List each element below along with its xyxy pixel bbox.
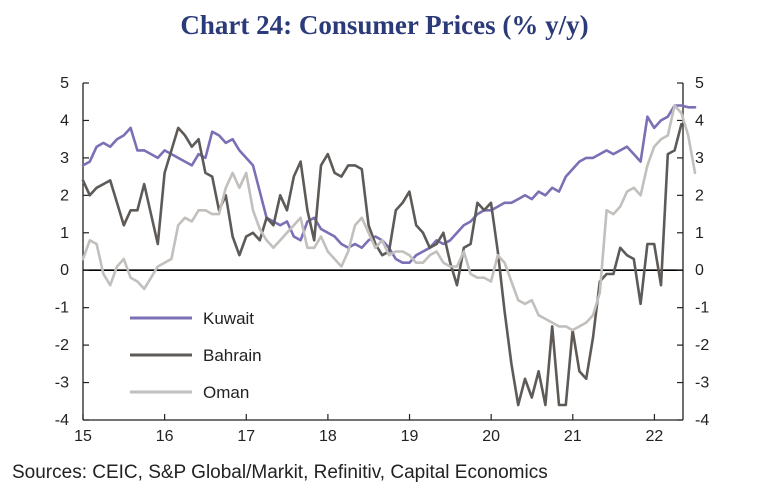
source-note: Sources: CEIC, S&P Global/Markit, Refini… [12, 462, 548, 483]
y-tick-label-right: -4 [695, 412, 709, 429]
series-lines [81, 104, 697, 407]
y-tick-label-right: -1 [695, 300, 709, 317]
y-tick-label-right: 5 [695, 75, 704, 92]
y-tick-label-left: 5 [60, 75, 69, 92]
chart-title: Chart 24: Consumer Prices (% y/y) [180, 10, 589, 40]
y-tick-label-left: -1 [55, 300, 69, 317]
y-tick-label-left: 3 [60, 150, 69, 167]
y-tick-label-left: -3 [55, 375, 69, 392]
x-tick-label: 22 [646, 428, 664, 445]
legend-label-bahrain: Bahrain [203, 346, 262, 365]
y-tick-label-left: 0 [60, 262, 69, 279]
series-line-bahrain [81, 122, 683, 407]
y-tick-label-right: 0 [695, 262, 704, 279]
y-tick-label-right: 1 [695, 225, 704, 242]
legend-label-oman: Oman [203, 383, 249, 402]
x-tick-label: 16 [156, 428, 174, 445]
x-tick-label: 18 [319, 428, 337, 445]
series-line-oman [81, 104, 697, 332]
x-tick-label: 15 [74, 428, 92, 445]
x-tick-label: 21 [564, 428, 582, 445]
y-tick-label-left: -2 [55, 337, 69, 354]
y-tick-label-left: 4 [60, 112, 69, 129]
y-tick-label-left: 1 [60, 225, 69, 242]
x-tick-label: 17 [237, 428, 255, 445]
legend-label-kuwait: Kuwait [203, 309, 254, 328]
y-tick-label-left: -4 [55, 412, 69, 429]
x-tick-label: 19 [401, 428, 419, 445]
y-tick-label-left: 2 [60, 187, 69, 204]
y-tick-label-right: -3 [695, 375, 709, 392]
y-tick-label-right: 2 [695, 187, 704, 204]
y-tick-label-right: 3 [695, 150, 704, 167]
y-tick-label-right: 4 [695, 112, 704, 129]
legend: Kuwait Bahrain Oman [130, 309, 262, 402]
y-tick-label-right: -2 [695, 337, 709, 354]
x-tick-label: 20 [482, 428, 500, 445]
